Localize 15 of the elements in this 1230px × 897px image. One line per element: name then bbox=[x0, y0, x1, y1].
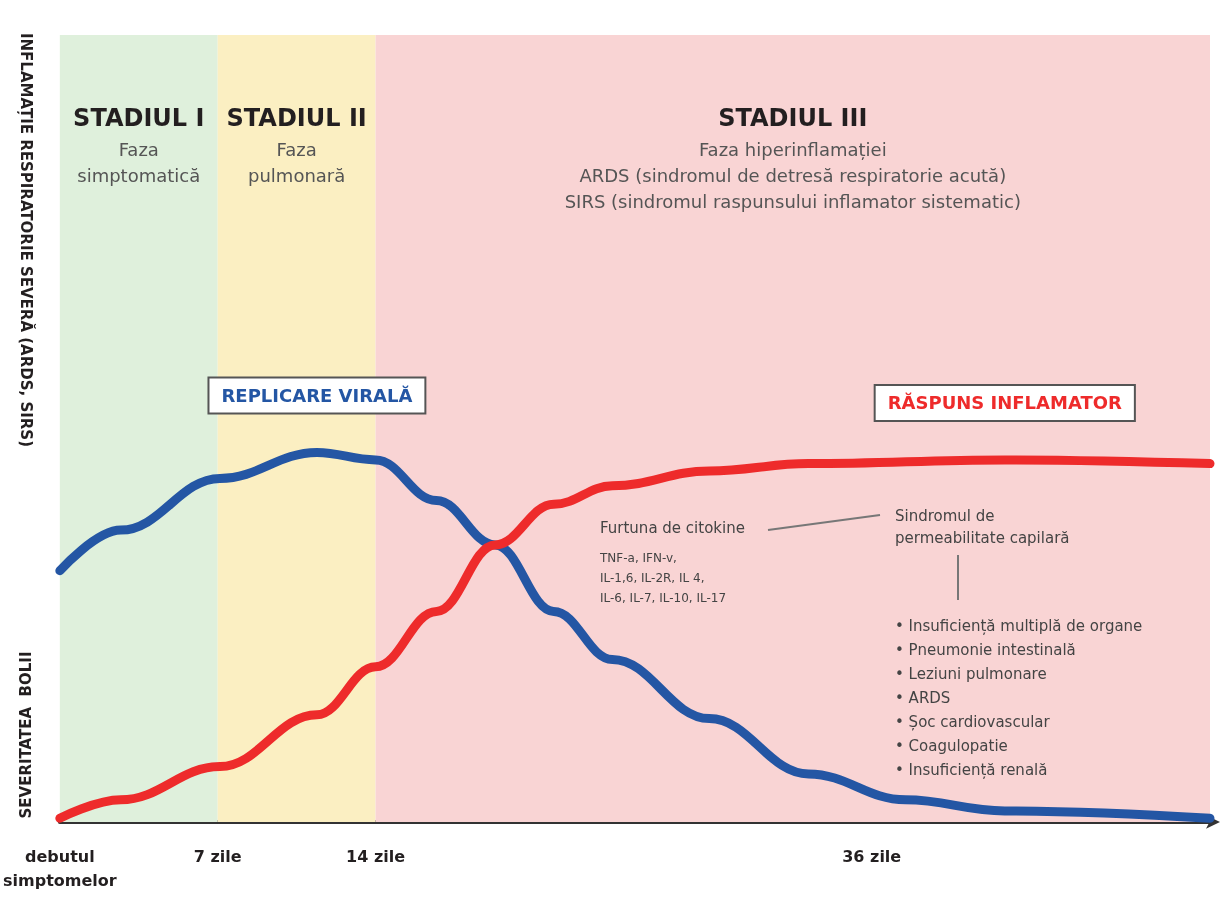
x-tick-label: 36 zile bbox=[842, 846, 902, 866]
text: REPLICARE VIRALĂ bbox=[221, 385, 413, 407]
y-axis-title: SEVERITATEA BOLII bbox=[17, 651, 35, 819]
band-label: STADIUL III Faza hiperinflamației ARDS (sindromul de detresă respiratorie acută) SIRS (sindromul raspunsului inflamator sistematic) bbox=[564, 104, 1021, 212]
x-tick-label: 7 zile bbox=[193, 846, 242, 866]
x-tick-label: debutul simptomelor bbox=[3, 846, 117, 890]
annotation: Furtuna de citokine bbox=[600, 518, 745, 537]
annotation: • Insuficiență multiplă de organe • Pneumonie intestinală • Leziuni pulmonare • ARDS • Șoc cardiovascular • Coagulopatie • Insuficiență renală bbox=[895, 617, 1143, 779]
text: RĂSPUNS INFLAMATOR bbox=[887, 392, 1123, 414]
band-label: STADIUL I Faza simptomatică bbox=[73, 104, 205, 186]
annotation: TNF-a, IFN-v, IL-1,6, IL-2R, IL 4, IL-6, IL-7, IL-10, IL-17 bbox=[599, 551, 727, 605]
annotation: Sindromul de permeabilitate capilară bbox=[895, 507, 1070, 547]
band-label: STADIUL II Faza pulmonară bbox=[226, 104, 367, 186]
x-tick-label: 14 zile bbox=[346, 846, 406, 866]
text: INFLAMAȚIE RESPIRATORIE SEVERĂ (ARDS, SIRS) bbox=[17, 32, 36, 448]
